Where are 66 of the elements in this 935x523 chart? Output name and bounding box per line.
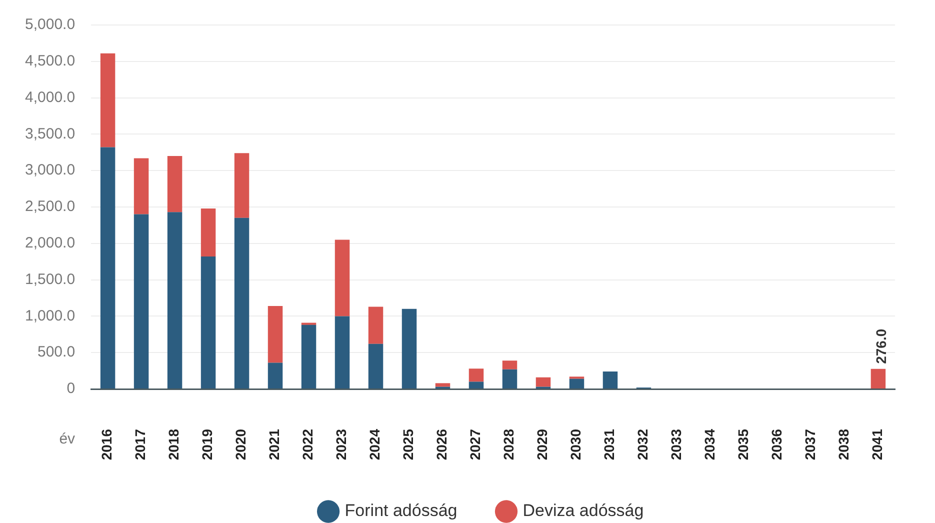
x-tick-label: 2041 — [869, 428, 886, 460]
bar — [100, 53, 116, 148]
bar — [368, 306, 384, 344]
bar — [234, 153, 250, 218]
bar — [569, 378, 584, 388]
bar — [334, 240, 350, 316]
x-tick-label: 2028 — [500, 428, 517, 460]
bar — [100, 147, 116, 388]
x-tick-label: 2031 — [601, 428, 618, 460]
bar — [134, 158, 149, 214]
bar — [200, 208, 216, 257]
data-label: 276.0 — [873, 328, 890, 364]
bar — [167, 156, 182, 212]
x-tick-label: 2025 — [400, 428, 416, 460]
x-tick-label: 2022 — [300, 428, 316, 460]
x-tick-label: 2026 — [434, 428, 450, 460]
y-tick-label: 2,500.0 — [25, 198, 76, 216]
y-tick-label: 3,000.0 — [25, 162, 76, 179]
bar — [468, 368, 484, 382]
y-tick-label: 0 — [66, 380, 76, 398]
x-tick-label: 2016 — [98, 428, 115, 460]
y-tick-label: 4,500.0 — [25, 52, 76, 70]
x-tick-label: 2034 — [702, 428, 718, 460]
x-tick-label: 2035 — [735, 428, 752, 460]
x-tick-label: 2029 — [534, 428, 550, 460]
bar — [368, 344, 384, 388]
bar — [268, 362, 283, 388]
y-tick-label: 500.0 — [38, 344, 76, 361]
y-tick-label: 3,500.0 — [25, 125, 76, 142]
y-tick-label: 4,000.0 — [25, 88, 76, 106]
bar — [602, 372, 618, 388]
x-tick-label: 2024 — [366, 428, 383, 460]
bar — [536, 377, 551, 387]
x-tick-label: 2027 — [467, 428, 484, 460]
y-tick-label: 1,500.0 — [25, 270, 76, 288]
x-tick-label: 2030 — [568, 428, 584, 460]
bar — [502, 369, 518, 388]
bar — [301, 324, 316, 388]
x-tick-label: 2019 — [199, 428, 216, 460]
bar — [435, 383, 450, 387]
x-tick-label: 2020 — [232, 428, 249, 460]
x-tick-label: 2017 — [132, 428, 148, 460]
bar — [268, 306, 283, 363]
x-tick-label: 2033 — [668, 428, 684, 460]
bar — [167, 212, 182, 388]
y-tick-label: 5,000.0 — [25, 16, 76, 34]
legend-label: Forint adósság — [344, 501, 458, 520]
x-tick-label: 2037 — [802, 428, 818, 460]
x-axis-title: év — [59, 430, 76, 448]
bar — [200, 256, 216, 388]
bar — [402, 308, 417, 388]
bar — [334, 316, 350, 388]
y-tick-label: 2,000.0 — [25, 234, 76, 252]
x-tick-label: 2023 — [333, 428, 350, 460]
x-tick-label: 2038 — [836, 428, 852, 460]
y-tick-label: 1,000.0 — [25, 307, 76, 324]
bar — [870, 368, 886, 388]
bar — [468, 382, 484, 388]
x-tick-label: 2036 — [768, 428, 785, 460]
bar — [234, 218, 250, 388]
bar — [134, 214, 149, 388]
bar — [502, 360, 518, 370]
x-tick-label: 2018 — [166, 428, 182, 460]
legend-label: Deviza adósság — [522, 501, 644, 520]
x-tick-label: 2021 — [266, 428, 282, 460]
x-tick-label: 2032 — [634, 428, 651, 460]
